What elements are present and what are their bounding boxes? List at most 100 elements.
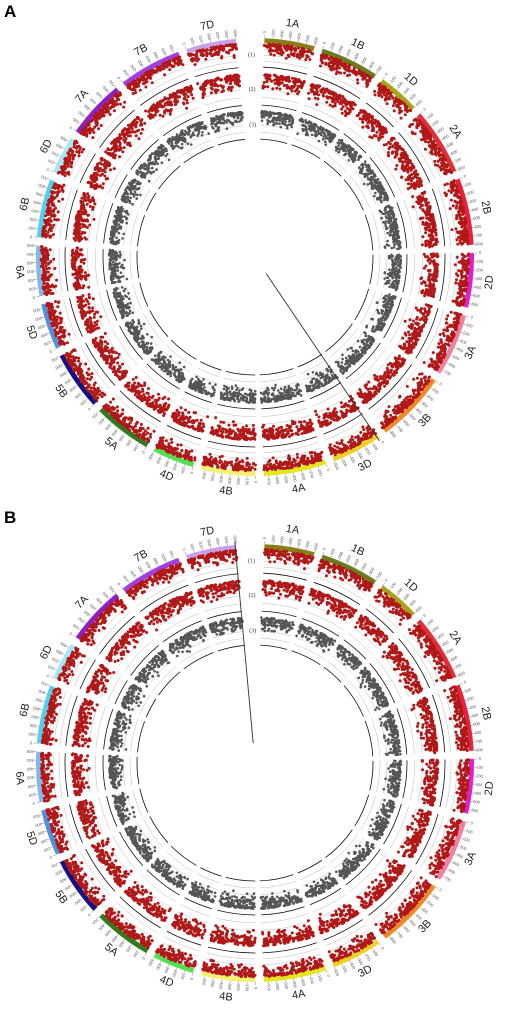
track-point [371,170,374,174]
track-point [423,375,427,379]
track-point [271,87,275,91]
track-point [412,186,416,190]
track-point [306,55,310,59]
track-point [392,223,395,227]
track-point [354,152,358,155]
tick-label: 0 [326,468,332,472]
track-point [344,149,348,153]
track-point [272,123,275,127]
track-point [353,361,357,364]
track-point [301,127,304,131]
track-point [398,240,401,243]
track-point [310,121,313,125]
grid-ring [315,70,364,94]
track-point [314,409,317,413]
chromosome-label: 4A [291,482,307,496]
track-point [340,405,344,409]
track-point [361,114,365,118]
track-point [428,225,431,229]
track-point [333,104,337,108]
track-point [431,255,434,259]
track-point [234,437,238,441]
track-point [389,208,393,211]
track-point [455,184,459,188]
track-point [373,134,377,138]
track-point [238,389,241,392]
track-point [350,360,353,363]
track-point [453,263,457,267]
track-point [236,468,240,472]
tick-label: 0 [380,440,386,445]
track-point [433,287,437,291]
track-point [419,377,423,381]
track-point [329,452,333,456]
tick-label: 200 [337,44,344,53]
tick-label: 400 [292,475,298,483]
track-point [381,186,385,190]
track-point [227,423,231,427]
track-baseline [208,440,256,448]
track-point [431,351,435,355]
track-point [394,217,398,221]
track-point [429,304,433,308]
track-point [445,317,449,321]
track-point [332,448,336,452]
tick-label: 600 [275,477,281,485]
track-point [365,84,369,88]
track-point [415,118,419,122]
track-point [382,426,386,430]
track-point [402,398,406,402]
track-point [325,368,328,371]
grid-ring [369,97,399,124]
track-point [304,460,308,464]
track-point [368,135,372,139]
tick-label: 600 [450,148,459,156]
track-point [382,221,385,224]
tick-mark [298,39,299,43]
track-point [345,102,349,106]
track-point [460,231,464,235]
track-point [460,236,464,240]
track-point [346,65,350,69]
tick-label: 500 [446,140,455,148]
tick-mark [375,71,378,75]
track-point [290,394,294,398]
track-point [378,325,381,329]
track-point [246,437,250,440]
track-point [295,87,299,91]
track-point [454,227,458,231]
track-point [320,128,324,132]
track-point [432,274,436,278]
chromosome-label: 3D [356,457,374,474]
track-point [382,324,385,328]
tick-label: 300 [300,473,306,481]
track-point [418,388,422,392]
track-point [370,187,374,190]
track-point [385,243,389,246]
track-point [290,422,294,426]
track-point [222,387,226,391]
tick-label: 0 [262,30,267,33]
track-point [284,76,288,80]
track-point [382,143,386,147]
track-point [338,442,342,446]
track-point [341,146,345,150]
track-point [294,394,297,398]
track-point [366,168,369,172]
track-point [167,442,171,446]
track-point [395,287,399,290]
track-point [365,426,369,430]
track-point [339,101,343,105]
track-baseline [439,253,446,302]
track-point [434,148,437,152]
track-point [411,176,415,180]
track-point [460,269,464,273]
track-point [397,98,401,102]
grid-ring [293,137,325,154]
track-point [300,81,303,85]
track-point [357,392,360,396]
track-point [428,274,432,278]
tick-label: 600 [313,36,320,45]
tick-label: 700 [475,232,483,238]
